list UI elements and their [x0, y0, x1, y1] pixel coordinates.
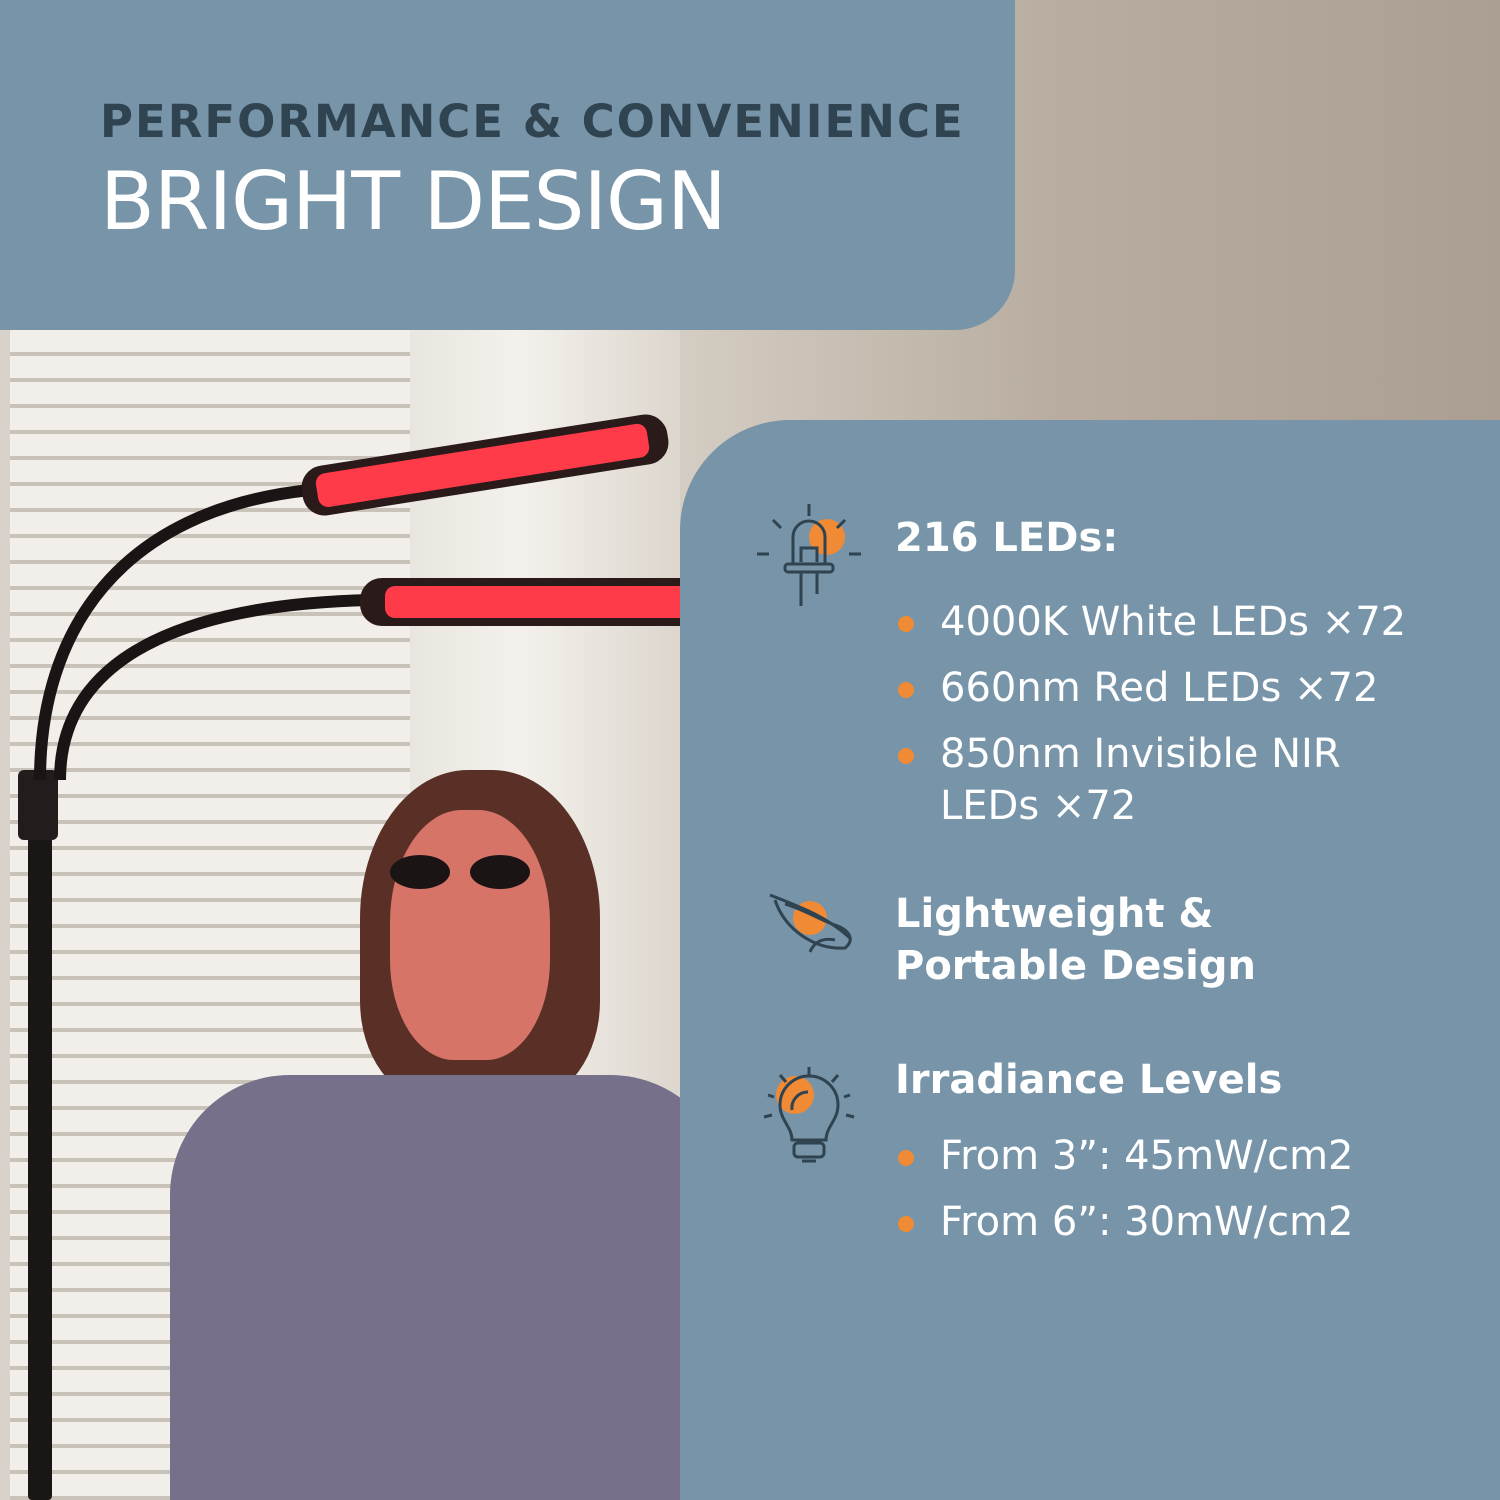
- feature-heading-irradiance: Irradiance Levels: [895, 1057, 1283, 1103]
- feature-heading-leds: 216 LEDs:: [895, 515, 1119, 561]
- protective-goggles: [385, 855, 535, 889]
- lamp-stand-pole: [28, 780, 52, 1500]
- feature-heading-line: Lightweight &: [895, 891, 1214, 937]
- feature-heading-lightweight: Lightweight & Portable Design: [895, 888, 1256, 992]
- features-panel: [680, 420, 1500, 1500]
- person-face: [390, 810, 550, 1060]
- bullet-dot: [898, 1150, 914, 1166]
- page-title: BRIGHT DESIGN: [100, 155, 727, 248]
- header-panel: PERFORMANCE & CONVENIENCE BRIGHT DESIGN: [0, 0, 1015, 330]
- light-bulb-icon: [763, 1067, 855, 1163]
- feature-heading-line: Portable Design: [895, 943, 1256, 989]
- bullet-dot: [898, 616, 914, 632]
- person-shirt: [170, 1075, 730, 1500]
- bullet-dot: [898, 682, 914, 698]
- bullet-dot: [898, 1216, 914, 1232]
- feather-icon: [769, 893, 852, 953]
- lamp-stand-joint: [18, 770, 58, 840]
- bullet-dot: [898, 748, 914, 764]
- led-diode-icon: [757, 504, 861, 606]
- header-kicker: PERFORMANCE & CONVENIENCE: [100, 95, 965, 148]
- red-light-lamp-heads: [34, 414, 725, 781]
